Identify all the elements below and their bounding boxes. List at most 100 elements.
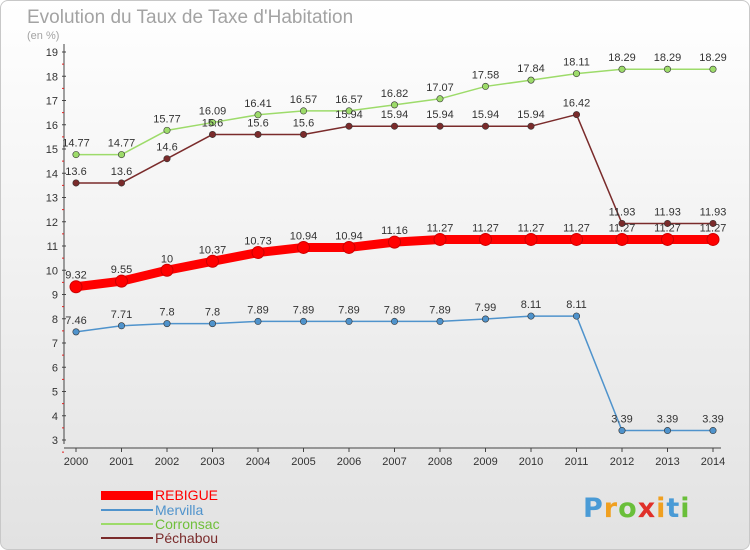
data-point-corronsac: [663, 65, 671, 73]
data-label-rebigue: 10.37: [199, 244, 227, 256]
data-point-pechabou: [72, 179, 80, 187]
data-label-pechabou: 15.94: [335, 109, 363, 121]
data-label-pechabou: 13.6: [65, 166, 86, 178]
chart-title: Evolution du Taux de Taxe d'Habitation: [27, 7, 354, 28]
data-point-mervilla: [209, 320, 217, 328]
data-point-rebigue: [115, 274, 128, 288]
data-point-pechabou: [618, 219, 626, 227]
data-point-rebigue: [524, 232, 538, 246]
data-label-mervilla: 7.89: [338, 304, 359, 316]
data-label-corronsac: 16.57: [290, 94, 318, 106]
data-point-rebigue: [342, 240, 356, 254]
data-label-mervilla: 8.11: [566, 299, 587, 311]
legend-item-rebigue: REBIGUE: [101, 488, 218, 502]
data-label-mervilla: 7.46: [65, 315, 86, 327]
x-tick-label: 2003: [200, 456, 224, 468]
data-point-rebigue: [160, 263, 174, 277]
x-tick-label: 2011: [565, 456, 589, 468]
data-point-corronsac: [345, 107, 353, 115]
data-point-corronsac: [163, 126, 171, 134]
data-point-mervilla: [72, 328, 80, 336]
logo-letter: i: [656, 493, 667, 524]
x-tick-label: 2007: [382, 456, 406, 468]
data-point-mervilla: [481, 315, 489, 323]
data-label-corronsac: 17.07: [426, 82, 454, 94]
legend-label-corronsac: Corronsac: [155, 516, 220, 532]
data-point-mervilla: [390, 317, 398, 325]
legend-item-pechabou: Péchabou: [101, 531, 218, 545]
y-tick-label: 13: [46, 193, 58, 205]
data-label-mervilla: 3.39: [657, 414, 678, 426]
data-label-pechabou: 15.6: [247, 117, 268, 129]
data-point-corronsac: [390, 101, 398, 109]
data-label-rebigue: 11.27: [654, 222, 681, 234]
data-label-pechabou: 15.94: [517, 109, 545, 121]
data-point-mervilla: [709, 427, 717, 435]
data-label-rebigue: 9.32: [65, 270, 86, 282]
x-tick-label: 2010: [519, 456, 543, 468]
x-tick-label: 2000: [64, 456, 88, 468]
data-point-mervilla: [118, 322, 126, 330]
data-point-rebigue: [388, 235, 401, 249]
legend-swatch-corronsac: [101, 523, 153, 525]
data-point-mervilla: [254, 317, 262, 325]
data-label-corronsac: 16.41: [244, 98, 272, 110]
data-point-pechabou: [118, 179, 126, 187]
data-label-pechabou: 15.94: [472, 109, 500, 121]
logo-letter: r: [603, 493, 619, 524]
legend-label-rebigue: REBIGUE: [155, 487, 219, 503]
data-label-rebigue: 10: [161, 253, 173, 265]
data-point-pechabou: [390, 122, 398, 130]
data-label-corronsac: 15.77: [153, 113, 181, 125]
data-point-corronsac: [299, 107, 307, 115]
chart-unit: (en %): [27, 30, 60, 42]
y-tick-label: 14: [46, 168, 58, 180]
data-point-mervilla: [299, 317, 307, 325]
x-tick-label: 2009: [473, 456, 497, 468]
logo-letter: P: [583, 493, 604, 524]
data-point-mervilla: [436, 317, 444, 325]
y-tick-label: 6: [52, 362, 58, 374]
data-label-mervilla: 7.89: [247, 304, 268, 316]
data-label-mervilla: 7.99: [475, 302, 496, 314]
data-label-pechabou: 15.94: [426, 109, 454, 121]
data-point-mervilla: [527, 312, 535, 320]
data-label-rebigue: 10.73: [244, 236, 272, 248]
y-tick-label: 7: [52, 338, 58, 350]
data-point-mervilla: [345, 317, 353, 325]
data-label-rebigue: 11.27: [609, 222, 636, 234]
data-point-pechabou: [209, 130, 217, 138]
logo-letter: x: [637, 493, 657, 524]
y-tick-label: 5: [52, 387, 58, 399]
data-label-pechabou: 15.6: [202, 117, 223, 129]
data-label-corronsac: 14.77: [108, 138, 136, 150]
data-point-corronsac: [481, 82, 489, 90]
data-label-rebigue: 11.27: [472, 222, 499, 234]
data-label-corronsac: 17.58: [472, 69, 500, 81]
data-label-pechabou: 15.6: [293, 117, 314, 129]
data-label-mervilla: 7.89: [429, 304, 450, 316]
data-label-mervilla: 7.8: [159, 307, 174, 319]
x-tick-label: 2008: [428, 456, 452, 468]
data-label-rebigue: 10.94: [335, 230, 363, 242]
data-point-corronsac: [209, 119, 217, 127]
data-point-pechabou: [436, 122, 444, 130]
data-point-corronsac: [527, 76, 535, 84]
x-tick-label: 2013: [655, 456, 679, 468]
legend-label-pechabou: Péchabou: [155, 530, 219, 546]
data-label-rebigue: 11.27: [427, 222, 454, 234]
data-point-corronsac: [572, 70, 580, 78]
data-point-mervilla: [572, 312, 580, 320]
data-label-corronsac: 18.29: [699, 52, 727, 64]
data-point-rebigue: [661, 232, 674, 246]
data-point-rebigue: [570, 232, 583, 246]
data-label-corronsac: 17.84: [517, 63, 545, 75]
logo-letter: t: [666, 493, 681, 524]
data-point-mervilla: [618, 427, 626, 435]
y-tick-label: 3: [52, 435, 58, 447]
data-label-pechabou: 14.6: [156, 142, 177, 154]
data-point-pechabou: [345, 122, 353, 130]
data-label-rebigue: 10.94: [290, 230, 318, 242]
data-label-rebigue: 9.55: [111, 264, 132, 276]
y-tick-label: 12: [46, 217, 58, 229]
